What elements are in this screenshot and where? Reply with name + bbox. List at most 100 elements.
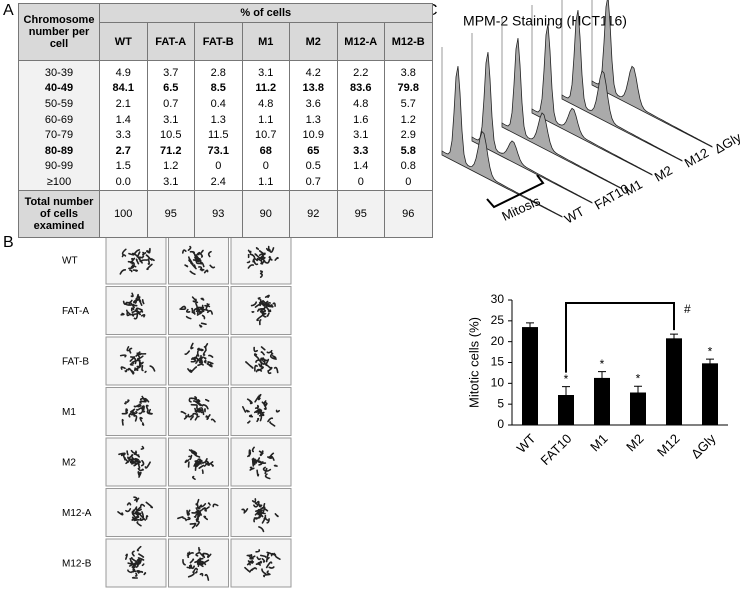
cell: 3.1 (336, 127, 385, 143)
error-bar (526, 322, 534, 332)
header-row: WT FAT-A FAT-B M1 M2 M12-A M12-B (19, 22, 433, 61)
chromosomes (118, 445, 151, 478)
chromosomes (120, 292, 146, 320)
histogram-label: M12 (682, 145, 711, 171)
column-header: FAT-A (146, 22, 195, 61)
table-row: 70-79 3.3 10.5 11.5 10.7 10.9 3.1 2.9 (18, 127, 433, 143)
row-label: 80-89 (18, 142, 100, 159)
column-header: M1 (241, 22, 290, 61)
x-tick-label: M2 (623, 431, 646, 454)
error-bar (706, 358, 714, 368)
cell: 73.1 (194, 142, 243, 159)
cell: 3.7 (146, 60, 195, 81)
significance-bracket (565, 302, 675, 373)
cell: 79.8 (384, 80, 433, 97)
bracket-label: # (684, 302, 691, 316)
bar (522, 327, 538, 425)
cell: 90 (241, 189, 290, 238)
chromosomes (117, 496, 154, 527)
significance-mark: * (600, 357, 605, 371)
table-row: 60-69 1.4 3.1 1.3 1.1 1.3 1.6 1.2 (18, 111, 433, 128)
row-label: M1 (62, 407, 76, 418)
cell: 68 (241, 142, 290, 159)
cell: 3.1 (241, 60, 290, 81)
y-tick-label: 5 (497, 396, 504, 410)
cell: 100 (99, 189, 148, 238)
row-label: FAT-B (62, 357, 89, 368)
cell: 0.0 (99, 174, 148, 191)
histogram-title: MPM-2 Staining (HCT116) (463, 13, 627, 29)
chromosomes (184, 449, 214, 480)
significance-mark: * (708, 344, 713, 358)
error-bar (670, 333, 678, 343)
histogram-trace (471, 52, 593, 204)
y-tick-label: 10 (491, 376, 505, 390)
histogram-trace (531, 24, 653, 176)
chromosomes (241, 498, 279, 533)
row-label: FAT-A (62, 306, 89, 317)
cell: 8.5 (194, 80, 243, 97)
column-header: M12-B (384, 22, 433, 61)
column-header: M2 (289, 22, 338, 61)
group-header: % of cells (99, 3, 433, 23)
cell: 95 (336, 189, 385, 238)
histogram-label: WT (562, 203, 587, 226)
cell: 3.3 (99, 127, 148, 143)
cell: 3.1 (146, 174, 195, 191)
cell: 5.7 (384, 96, 433, 112)
error-bar (598, 371, 606, 385)
row-label: 70-79 (18, 127, 100, 143)
cell: 1.1 (241, 174, 290, 191)
bar (630, 392, 646, 425)
gate-label: Mitosis (499, 193, 542, 224)
table-row: 80-89 2.7 71.2 73.1 68 65 3.3 5.8 (18, 142, 433, 159)
column-header: FAT-B (194, 22, 243, 61)
cell: 0.8 (384, 158, 433, 175)
cell: 93 (194, 189, 243, 238)
histogram-label: ΔGly (712, 129, 742, 156)
significance-mark: * (564, 372, 569, 386)
cell: 5.8 (384, 142, 433, 159)
row-label: M12-A (62, 508, 92, 519)
row-label: WT (62, 256, 78, 267)
chromosomes (247, 446, 278, 480)
cell: 2.8 (194, 60, 243, 81)
table-row: 40-49 84.1 6.5 8.5 11.2 13.8 83.6 79.8 (18, 80, 433, 97)
bar (594, 377, 610, 425)
cell: 6.5 (146, 80, 195, 97)
cell: 1.2 (384, 111, 433, 128)
bar (702, 363, 718, 425)
x-tick-label: M12 (654, 431, 682, 459)
cell: 0.7 (146, 96, 195, 112)
cell: 0 (194, 158, 243, 175)
cell: 95 (146, 189, 195, 238)
cell: 11.2 (241, 80, 290, 97)
cell: 2.4 (194, 174, 243, 191)
cell: 1.4 (336, 158, 385, 175)
header-row: Chromosome number per cell% of cells (18, 3, 433, 61)
x-tick-label: M1 (587, 431, 610, 454)
cell: 0 (241, 158, 290, 175)
cell: 2.1 (99, 96, 148, 112)
cell: 0 (384, 174, 433, 191)
row-label: ≥100 (18, 174, 100, 191)
histogram-label: FAT10 (592, 181, 632, 213)
column-header: M12-A (336, 22, 385, 61)
cell: 13.8 (289, 80, 338, 97)
cell: 83.6 (336, 80, 385, 97)
gate-bracket (486, 174, 545, 209)
bar (666, 338, 682, 425)
error-bar (562, 386, 570, 404)
cell: 71.2 (146, 142, 195, 159)
chromosomes (244, 549, 281, 578)
y-tick-label: 20 (491, 334, 505, 348)
panel-label: A (3, 2, 14, 19)
chromosomes (179, 296, 213, 328)
histogram-trace (441, 66, 563, 218)
cell: 3.3 (336, 142, 385, 159)
row-label: 30-39 (18, 60, 100, 81)
cell: 0.7 (289, 174, 338, 191)
x-tick-label: FAT10 (538, 431, 575, 468)
row-label: 50-59 (18, 96, 100, 112)
